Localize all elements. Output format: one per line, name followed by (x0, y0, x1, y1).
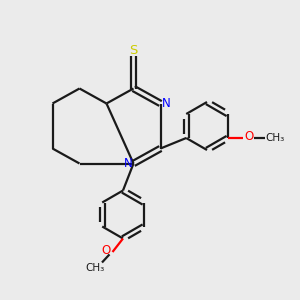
Text: O: O (244, 130, 254, 143)
Text: S: S (129, 44, 138, 57)
Text: N: N (161, 97, 170, 110)
Text: O: O (102, 244, 111, 257)
Text: N: N (124, 157, 133, 170)
Text: CH₃: CH₃ (85, 262, 105, 273)
Text: CH₃: CH₃ (265, 133, 284, 143)
